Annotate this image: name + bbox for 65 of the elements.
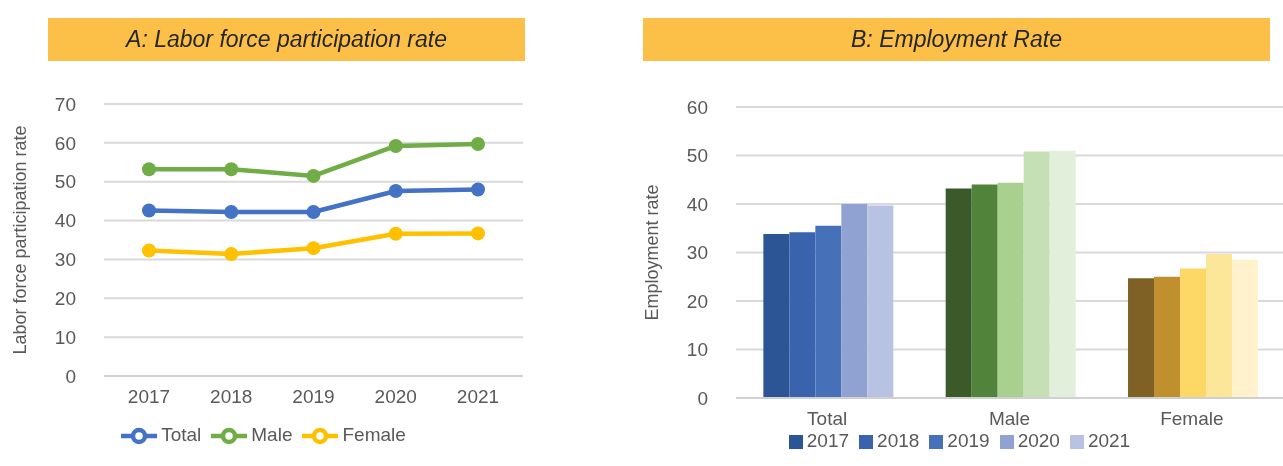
y-tick-label: 10 [686, 339, 708, 361]
bar [1049, 150, 1076, 398]
y-tick-label: 10 [54, 326, 76, 348]
bar [971, 184, 998, 398]
bar [1128, 278, 1155, 398]
point [224, 246, 239, 261]
bar [1180, 268, 1207, 398]
y-tick-label: 60 [686, 96, 708, 118]
point [471, 182, 485, 197]
point [388, 138, 403, 153]
legend-label: Total [161, 424, 202, 446]
y-axis-title: Employment rate [642, 184, 663, 321]
point [388, 226, 403, 241]
bar [945, 188, 972, 398]
x-tick-label: 2018 [210, 386, 253, 408]
x-tick-label: 2020 [374, 386, 417, 408]
y-tick-label: 40 [686, 193, 708, 215]
chart-title: B: Employment Rate [643, 18, 1270, 61]
y-tick-label: 20 [686, 290, 708, 312]
bar [841, 204, 868, 398]
bar [1232, 259, 1259, 398]
point [306, 168, 321, 183]
y-tick-label: 60 [54, 132, 76, 154]
point [471, 226, 485, 241]
y-tick-label: 20 [54, 288, 76, 310]
point [471, 137, 485, 152]
x-tick-label: 2019 [292, 386, 335, 408]
bar [1154, 276, 1181, 398]
y-tick-label: 70 [54, 93, 76, 115]
legend-label: 2019 [947, 430, 990, 451]
point [306, 241, 321, 256]
legend-label: 2021 [1087, 430, 1131, 451]
point [224, 162, 239, 177]
x-tick-label: Total [807, 408, 848, 430]
bar [1023, 151, 1050, 398]
y-tick-label: 0 [697, 387, 708, 409]
chart-title: A: Labor force participation rate [48, 18, 525, 61]
bar [763, 234, 790, 398]
x-tick-label: Female [1160, 408, 1224, 430]
point [142, 162, 156, 177]
bar [867, 205, 894, 398]
y-tick-label: 0 [65, 365, 76, 387]
y-tick-label: 50 [54, 171, 76, 193]
point [306, 205, 321, 220]
legend-label: 2017 [806, 430, 850, 451]
legend-label: Female [342, 424, 406, 446]
bar [815, 225, 842, 398]
bar [1206, 253, 1233, 398]
y-tick-label: 30 [54, 249, 76, 271]
point [224, 205, 239, 220]
x-tick-label: 2017 [127, 386, 171, 408]
y-tick-label: 50 [686, 145, 708, 167]
point [142, 203, 156, 218]
y-tick-label: 30 [686, 242, 708, 264]
point [388, 184, 403, 199]
y-axis-title: Labor force participation rate [10, 125, 31, 355]
legend-label: Male [251, 424, 293, 446]
x-tick-label: Male [988, 408, 1031, 430]
legend-label: 2020 [1017, 430, 1060, 451]
point [142, 243, 156, 258]
bar [789, 232, 816, 398]
bar [997, 182, 1024, 398]
y-tick-label: 40 [54, 210, 76, 232]
legend-label: 2018 [877, 430, 920, 451]
x-tick-label: 2021 [456, 386, 500, 408]
